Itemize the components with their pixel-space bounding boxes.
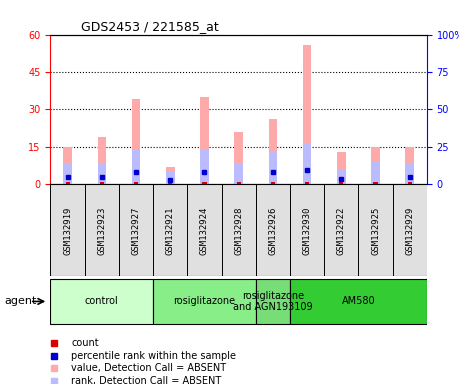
Bar	[237, 182, 241, 184]
Bar	[98, 164, 106, 184]
Text: count: count	[71, 338, 99, 348]
Bar	[271, 182, 275, 184]
Bar	[303, 144, 311, 184]
Text: percentile rank within the sample: percentile rank within the sample	[71, 351, 236, 361]
Bar	[374, 182, 378, 184]
Bar	[371, 162, 380, 184]
Bar	[269, 119, 277, 184]
Text: agent: agent	[5, 296, 37, 306]
Bar	[405, 147, 414, 184]
Bar	[134, 182, 138, 184]
Bar	[290, 279, 427, 324]
Bar	[256, 279, 290, 324]
Bar	[100, 182, 104, 184]
Bar	[66, 182, 70, 184]
Text: rank, Detection Call = ABSENT: rank, Detection Call = ABSENT	[71, 376, 221, 384]
Bar	[63, 164, 72, 184]
Text: GSM132922: GSM132922	[337, 206, 346, 255]
Bar	[200, 149, 209, 184]
Text: GSM132924: GSM132924	[200, 206, 209, 255]
Text: AM580: AM580	[341, 296, 375, 306]
Bar	[305, 182, 309, 184]
Text: GSM132919: GSM132919	[63, 206, 72, 255]
Text: value, Detection Call = ABSENT: value, Detection Call = ABSENT	[71, 363, 226, 373]
Bar	[269, 152, 277, 184]
Bar	[339, 182, 343, 184]
Bar	[371, 147, 380, 184]
Text: GSM132923: GSM132923	[97, 206, 106, 255]
Text: GSM132928: GSM132928	[234, 206, 243, 255]
Text: GSM132930: GSM132930	[302, 206, 312, 255]
Bar	[235, 132, 243, 184]
Text: GSM132921: GSM132921	[166, 206, 175, 255]
Bar	[63, 147, 72, 184]
Bar	[408, 182, 412, 184]
Bar	[98, 137, 106, 184]
Bar	[132, 149, 140, 184]
Text: GSM132929: GSM132929	[405, 206, 414, 255]
Bar	[166, 172, 174, 184]
Text: rosiglitazone
and AGN193109: rosiglitazone and AGN193109	[233, 291, 313, 312]
Bar	[235, 164, 243, 184]
Text: GDS2453 / 221585_at: GDS2453 / 221585_at	[81, 20, 218, 33]
Bar	[337, 152, 346, 184]
Bar	[200, 97, 209, 184]
Text: rosiglitazone: rosiglitazone	[174, 296, 235, 306]
Bar	[153, 279, 256, 324]
Bar	[303, 45, 311, 184]
Text: control: control	[85, 296, 119, 306]
Text: GSM132927: GSM132927	[132, 206, 140, 255]
Bar	[50, 279, 153, 324]
Bar	[166, 167, 174, 184]
Text: GSM132926: GSM132926	[269, 206, 277, 255]
Bar	[168, 182, 172, 184]
Text: GSM132925: GSM132925	[371, 206, 380, 255]
Bar	[337, 169, 346, 184]
Bar	[132, 99, 140, 184]
Bar	[202, 182, 207, 184]
Bar	[405, 164, 414, 184]
